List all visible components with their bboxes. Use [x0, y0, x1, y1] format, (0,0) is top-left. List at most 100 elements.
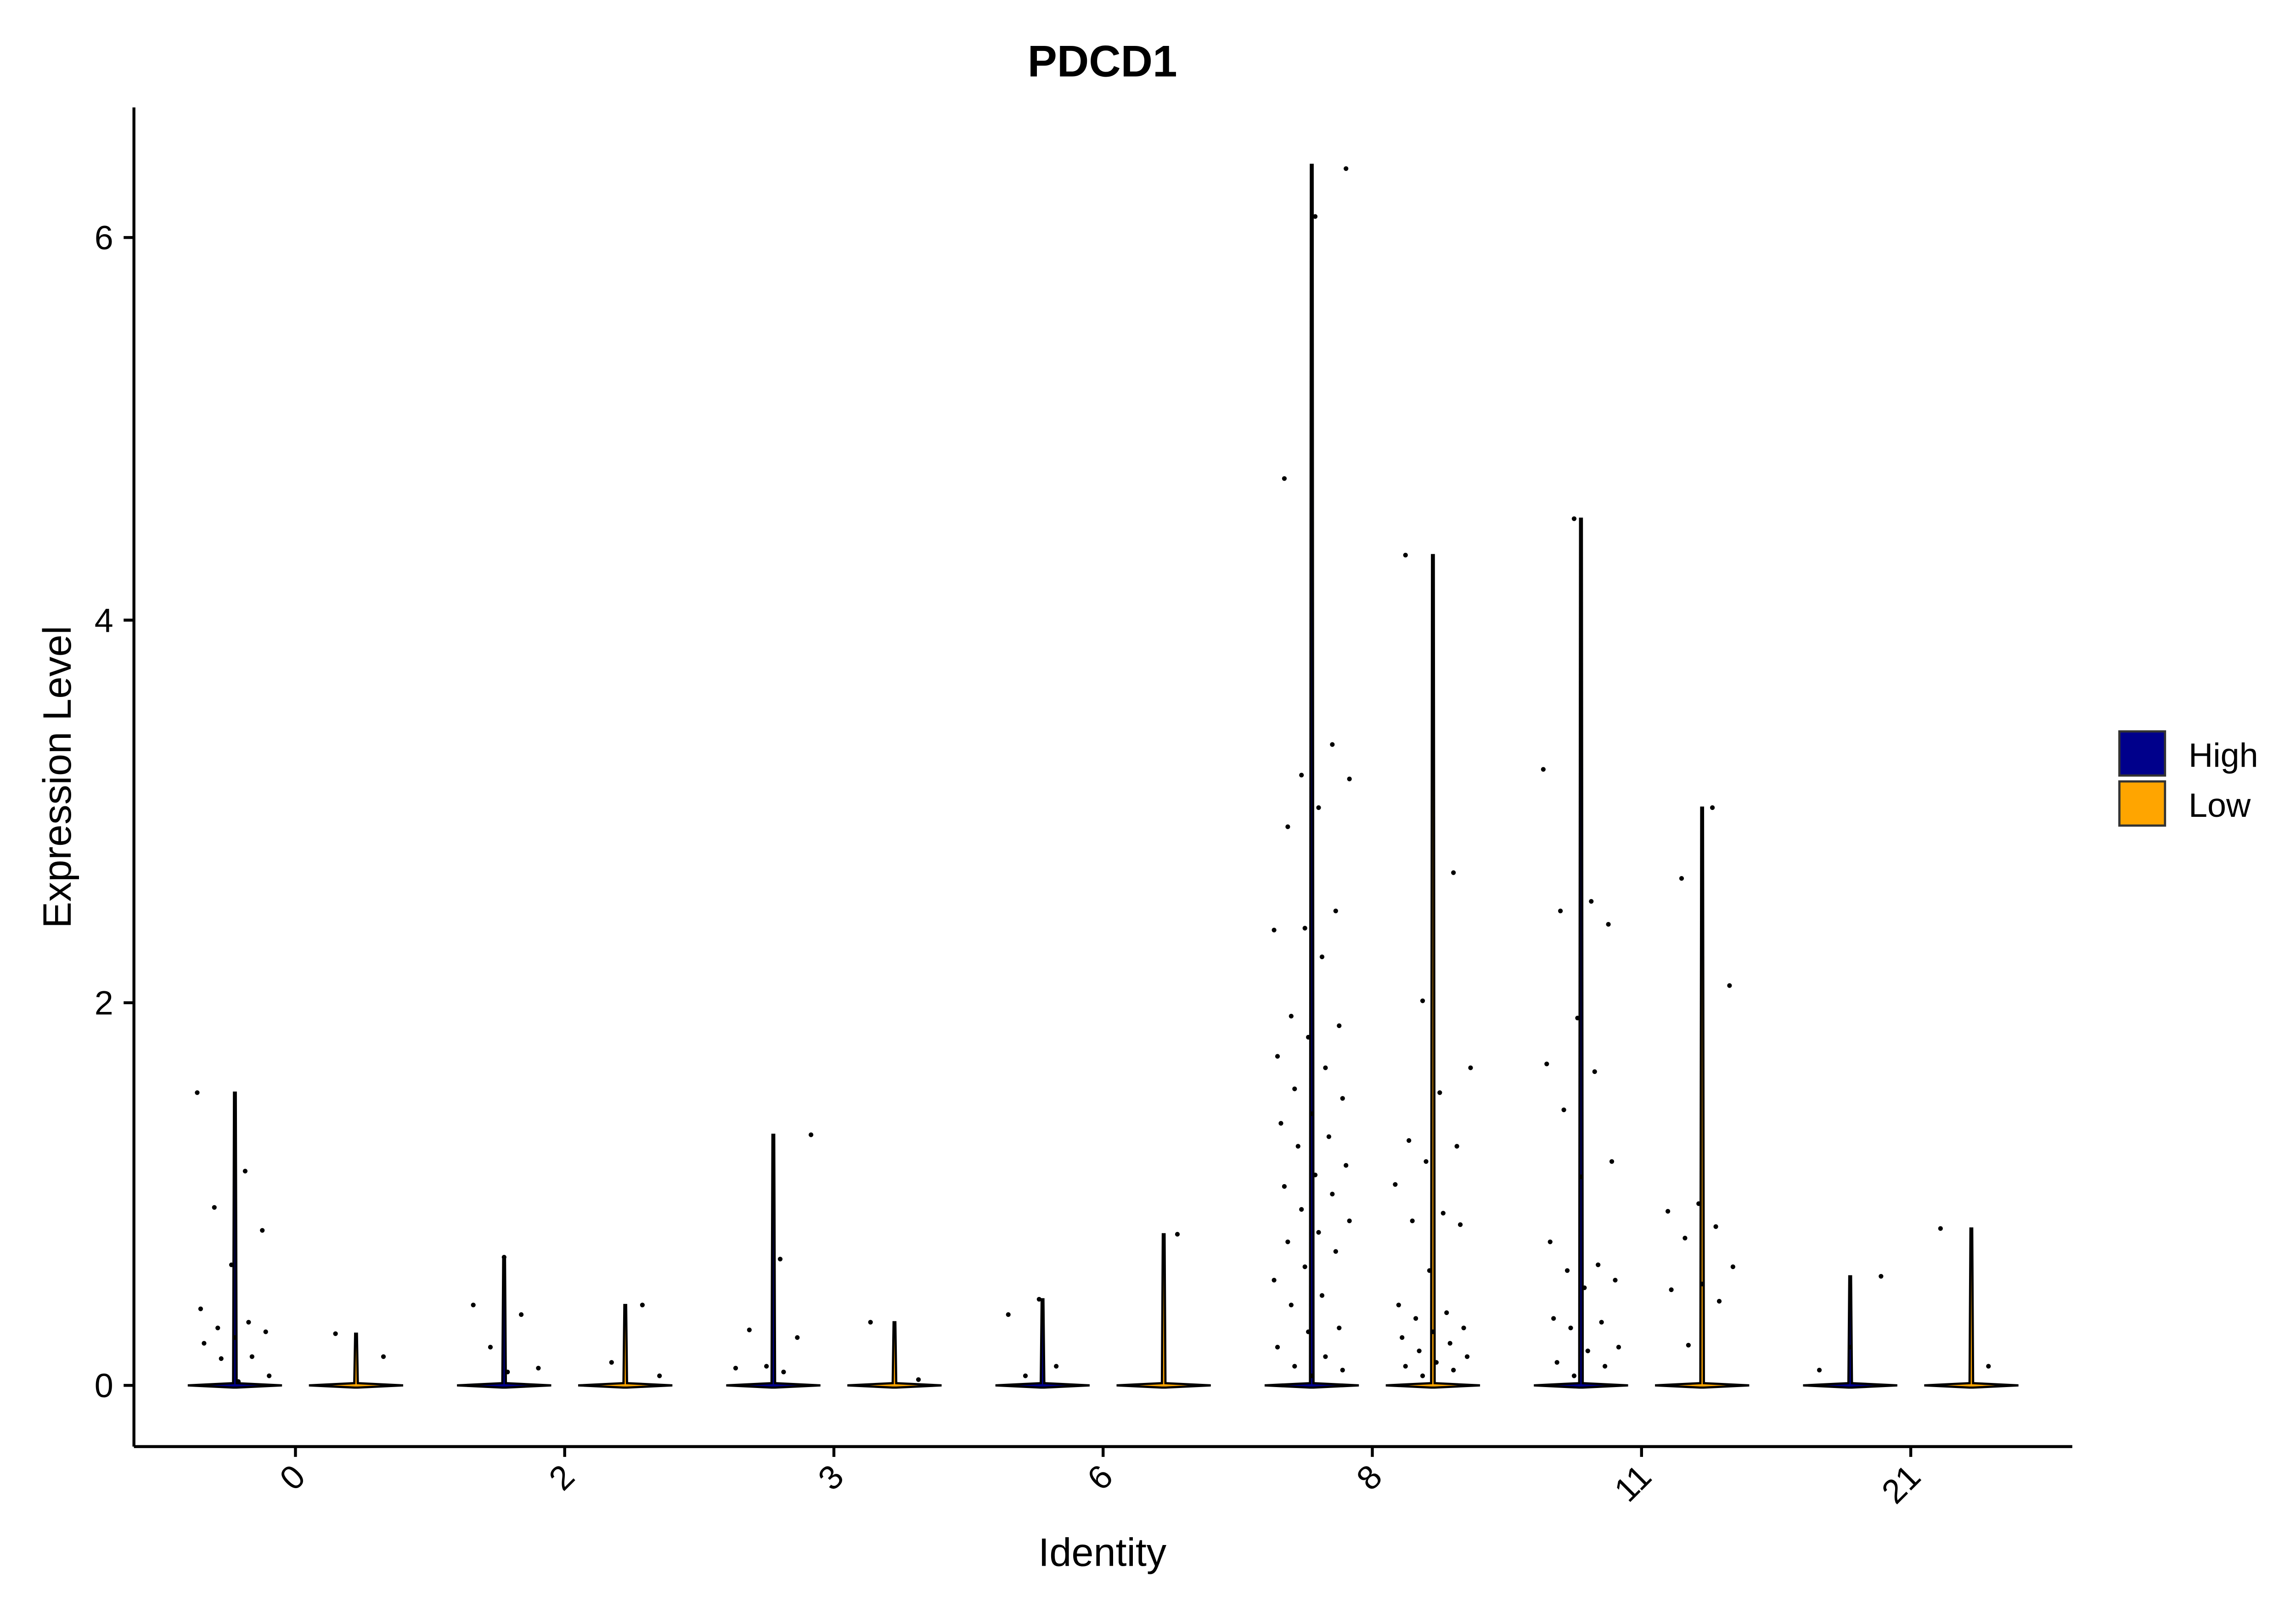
data-point: [1306, 1034, 1311, 1040]
data-point: [1316, 805, 1321, 810]
violin: [1116, 1233, 1211, 1389]
data-point: [1727, 983, 1732, 988]
data-point: [1278, 1121, 1283, 1126]
data-point: [781, 1370, 786, 1375]
data-point: [1554, 1360, 1559, 1365]
data-point: [764, 1364, 769, 1369]
data-point: [1454, 1144, 1459, 1149]
data-point: [1292, 1086, 1297, 1091]
data-point: [1319, 954, 1325, 960]
violin: [1264, 163, 1359, 1389]
data-point: [1848, 1344, 1853, 1350]
data-point: [1282, 1184, 1287, 1189]
violin: [726, 1134, 821, 1389]
data-point: [657, 1373, 662, 1378]
data-point: [1444, 1310, 1449, 1315]
violin: [1655, 806, 1750, 1389]
data-point: [1589, 899, 1594, 904]
data-point: [1337, 1326, 1342, 1331]
data-point: [1441, 1211, 1446, 1216]
data-point: [518, 1312, 524, 1317]
data-point: [1289, 1303, 1294, 1308]
data-point: [1716, 1298, 1722, 1304]
data-point: [1309, 1373, 1314, 1378]
y-tick-label: 4: [95, 601, 113, 639]
data-point: [1347, 1218, 1352, 1224]
data-point: [1285, 824, 1290, 829]
data-point: [1451, 1367, 1456, 1373]
data-point: [1333, 1249, 1338, 1254]
data-point: [198, 1306, 203, 1311]
violin: [578, 1304, 673, 1389]
data-point: [1696, 1201, 1701, 1206]
data-point: [1302, 1264, 1307, 1270]
data-point: [1544, 1062, 1549, 1067]
data-point: [1319, 1293, 1325, 1298]
data-point: [777, 1257, 783, 1262]
data-point: [1403, 1364, 1408, 1369]
data-point: [1330, 1191, 1335, 1197]
data-point: [1289, 1014, 1294, 1019]
data-point: [1330, 742, 1335, 747]
data-point: [1306, 1329, 1311, 1334]
data-point: [1606, 922, 1611, 927]
data-point: [1323, 1354, 1328, 1359]
data-point: [1592, 1069, 1597, 1074]
data-point: [236, 1379, 241, 1384]
y-tick-label: 6: [95, 219, 113, 257]
data-point: [242, 1169, 248, 1174]
data-point: [1420, 1373, 1425, 1378]
data-point: [1344, 166, 1349, 171]
y-tick-label: 2: [95, 984, 113, 1022]
data-point: [1424, 1159, 1429, 1164]
data-point: [1403, 552, 1408, 558]
data-point: [1344, 1163, 1349, 1168]
data-point: [1054, 1364, 1059, 1369]
data-point: [1679, 876, 1684, 881]
data-point: [1464, 1354, 1470, 1359]
data-point: [1396, 1303, 1401, 1308]
data-point: [1548, 1239, 1553, 1244]
data-point: [808, 1132, 814, 1137]
data-point: [1669, 1287, 1674, 1292]
data-point: [1400, 1335, 1405, 1340]
data-point: [1312, 1172, 1318, 1178]
data-point: [795, 1335, 800, 1340]
data-point: [733, 1365, 738, 1371]
data-point: [1309, 1111, 1314, 1116]
data-point: [916, 1377, 921, 1382]
data-point: [1571, 1373, 1577, 1378]
data-point: [1272, 1278, 1277, 1283]
data-point: [1292, 1364, 1297, 1369]
data-point: [1282, 476, 1287, 481]
data-point: [1326, 1134, 1332, 1139]
data-point: [1571, 516, 1577, 521]
data-point: [1609, 1159, 1615, 1164]
data-point: [1599, 1320, 1604, 1325]
data-point: [501, 1255, 506, 1260]
data-point: [1468, 1065, 1473, 1070]
data-point: [1347, 776, 1352, 781]
violin: [1534, 517, 1628, 1389]
data-point: [1036, 1297, 1042, 1302]
violin: [995, 1298, 1090, 1389]
data-point: [747, 1327, 752, 1332]
data-point: [1413, 1316, 1418, 1321]
data-point: [260, 1228, 265, 1233]
x-axis-label: Identity: [1038, 1530, 1167, 1574]
data-point: [1686, 1343, 1691, 1348]
data-point: [609, 1360, 614, 1365]
data-point: [1023, 1373, 1028, 1378]
data-point: [1333, 908, 1338, 914]
data-point: [1938, 1226, 1943, 1231]
violin: [457, 1256, 551, 1389]
data-point: [1461, 1326, 1466, 1331]
data-point: [1699, 1281, 1705, 1287]
data-point: [1417, 1349, 1422, 1354]
chart-title: PDCD1: [1028, 37, 1177, 86]
data-point: [1541, 767, 1546, 772]
violin: [309, 1332, 404, 1389]
data-point: [195, 1090, 200, 1095]
data-point: [1613, 1278, 1618, 1283]
violin: [847, 1321, 942, 1389]
